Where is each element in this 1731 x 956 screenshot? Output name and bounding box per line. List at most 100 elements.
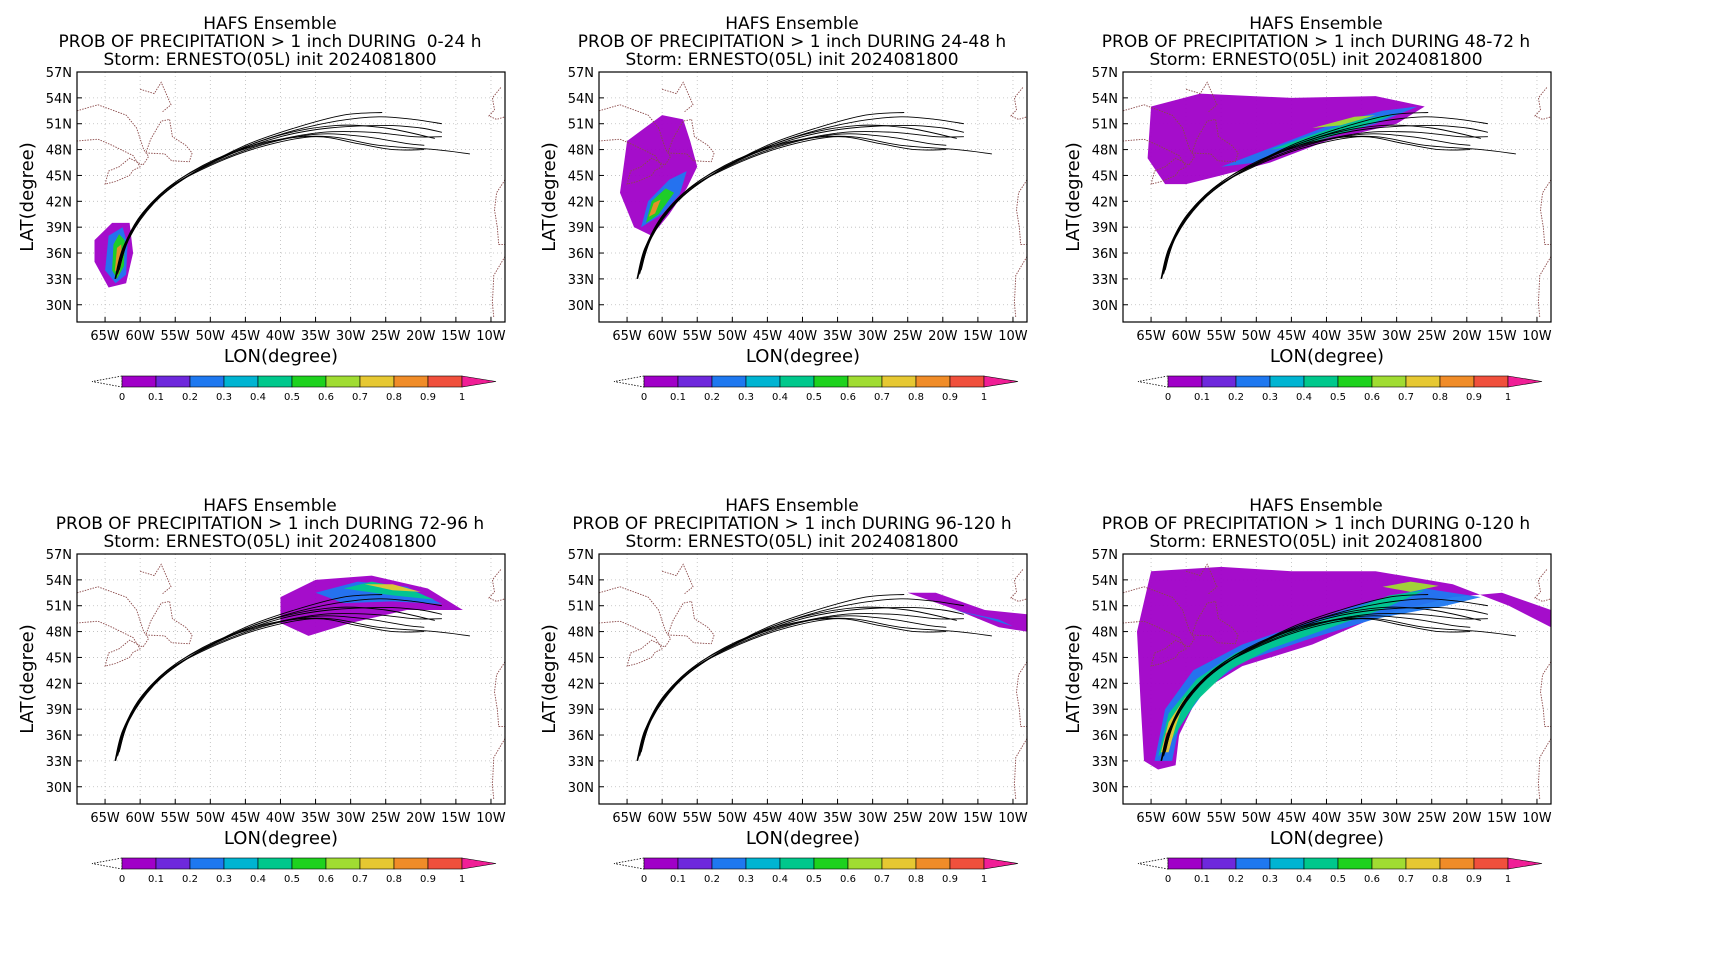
coastline — [1534, 569, 1551, 602]
colorbar-label: 0.7 — [874, 392, 890, 403]
x-tick-label: 55W — [683, 329, 713, 344]
colorbar-label: 0.1 — [148, 392, 164, 403]
y-tick-label: 51N — [568, 600, 594, 615]
y-axis-label: LAT(degree) — [1063, 142, 1084, 251]
coastline — [145, 118, 193, 163]
track-line — [637, 615, 947, 761]
x-tick-label: 30W — [336, 811, 366, 826]
x-axis-label: LON(degree) — [1270, 828, 1384, 849]
x-tick-label: 10W — [1522, 329, 1552, 344]
colorbar-label: 0.6 — [1364, 392, 1380, 403]
panel-title: HAFS Ensemble — [725, 14, 859, 34]
coastline — [661, 81, 694, 113]
panel-3: HAFS Ensemble PROB OF PRECIPITATION > 1 … — [1046, 0, 1586, 470]
x-tick-label: 15W — [441, 329, 471, 344]
coastline — [491, 256, 505, 318]
colorbar-label: 0.7 — [352, 874, 368, 885]
x-tick-label: 20W — [928, 811, 958, 826]
y-tick-label: 54N — [1092, 574, 1118, 589]
x-tick-label: 35W — [823, 329, 853, 344]
x-tick-label: 30W — [1382, 811, 1412, 826]
panel-storm: Storm: ERNESTO(05L) init 2024081800 — [625, 532, 959, 552]
track-line — [117, 606, 435, 756]
x-tick-label: 45W — [231, 329, 261, 344]
x-tick-label: 25W — [893, 329, 923, 344]
colorbar-label: 0.8 — [908, 874, 924, 885]
colorbar-label: 0.9 — [1466, 874, 1482, 885]
x-tick-label: 55W — [1207, 811, 1237, 826]
precip-region — [620, 115, 698, 236]
colorbar-label: 1 — [1505, 392, 1511, 403]
precip-region — [907, 592, 1027, 632]
coastline — [1540, 661, 1551, 727]
plot-content — [599, 554, 1027, 804]
x-tick-label: 20W — [928, 329, 958, 344]
colorbar-swatch — [1235, 375, 1271, 388]
coastline — [145, 600, 193, 645]
colorbar-swatch — [745, 375, 781, 388]
colorbar-label: 0.8 — [1432, 392, 1448, 403]
colorbar-swatch — [155, 857, 191, 870]
x-axis-label: LON(degree) — [1270, 346, 1384, 367]
colorbar-label: 0.4 — [250, 874, 266, 885]
colorbar-label: 1 — [1505, 874, 1511, 885]
colorbar-label: 0.3 — [1262, 392, 1278, 403]
panel-storm: Storm: ERNESTO(05L) init 2024081800 — [103, 532, 437, 552]
colorbar-swatch — [1167, 857, 1203, 870]
colorbar-swatch — [189, 857, 225, 870]
track-line — [115, 617, 470, 758]
panel-subtitle: PROB OF PRECIPITATION > 1 inch DURING 0-… — [1101, 514, 1531, 534]
colorbar-swatch — [745, 857, 781, 870]
x-tick-label: 50W — [196, 329, 226, 344]
panel-storm: Storm: ERNESTO(05L) init 2024081800 — [625, 50, 959, 70]
track-line — [637, 135, 992, 276]
colorbar-label: 0.5 — [1330, 392, 1346, 403]
x-tick-label: 10W — [476, 329, 506, 344]
colorbar-swatch — [291, 375, 327, 388]
colorbar-label: 0.7 — [1398, 392, 1414, 403]
x-tick-label: 45W — [1277, 811, 1307, 826]
x-tick-label: 50W — [196, 811, 226, 826]
x-tick-label: 35W — [823, 811, 853, 826]
precip-region — [648, 199, 661, 217]
x-tick-label: 30W — [858, 329, 888, 344]
colorbar-label: 0.5 — [284, 874, 300, 885]
x-tick-label: 45W — [753, 329, 783, 344]
colorbar-swatch — [847, 857, 883, 870]
y-tick-label: 30N — [1092, 781, 1118, 796]
x-tick-label: 20W — [406, 329, 436, 344]
y-axis-label: LAT(degree) — [17, 142, 38, 251]
coastline — [1010, 569, 1027, 602]
y-axis-label: LAT(degree) — [539, 142, 560, 251]
colorbar-swatch — [121, 375, 157, 388]
colorbar-label: 0.6 — [1364, 874, 1380, 885]
y-tick-label: 30N — [46, 299, 72, 314]
colorbar-swatch — [257, 375, 293, 388]
y-tick-label: 57N — [568, 66, 594, 81]
y-tick-label: 51N — [46, 600, 72, 615]
coastline — [667, 118, 715, 163]
colorbar-swatch — [1167, 375, 1203, 388]
y-tick-label: 33N — [1092, 755, 1118, 770]
x-tick-label: 20W — [1452, 811, 1482, 826]
y-tick-label: 36N — [568, 247, 594, 262]
track-line — [637, 617, 992, 758]
colorbar-swatch — [1439, 857, 1475, 870]
track-line — [115, 615, 425, 761]
y-tick-label: 48N — [46, 626, 72, 641]
colorbar-over-triangle — [461, 857, 497, 870]
coastline — [488, 569, 505, 602]
y-tick-label: 30N — [1092, 299, 1118, 314]
colorbar-label: 0 — [1165, 874, 1171, 885]
colorbar-label: 0.8 — [1432, 874, 1448, 885]
colorbar-label: 0.4 — [250, 392, 266, 403]
y-tick-label: 57N — [1092, 548, 1118, 563]
colorbar-label: 0 — [119, 392, 125, 403]
colorbar-under-triangle — [1137, 857, 1169, 870]
y-axis-label: LAT(degree) — [1063, 624, 1084, 733]
coastline — [1537, 256, 1551, 318]
y-tick-label: 45N — [46, 169, 72, 184]
colorbar-label: 0.8 — [386, 874, 402, 885]
colorbar-swatch — [711, 375, 747, 388]
coastline — [1013, 256, 1027, 318]
